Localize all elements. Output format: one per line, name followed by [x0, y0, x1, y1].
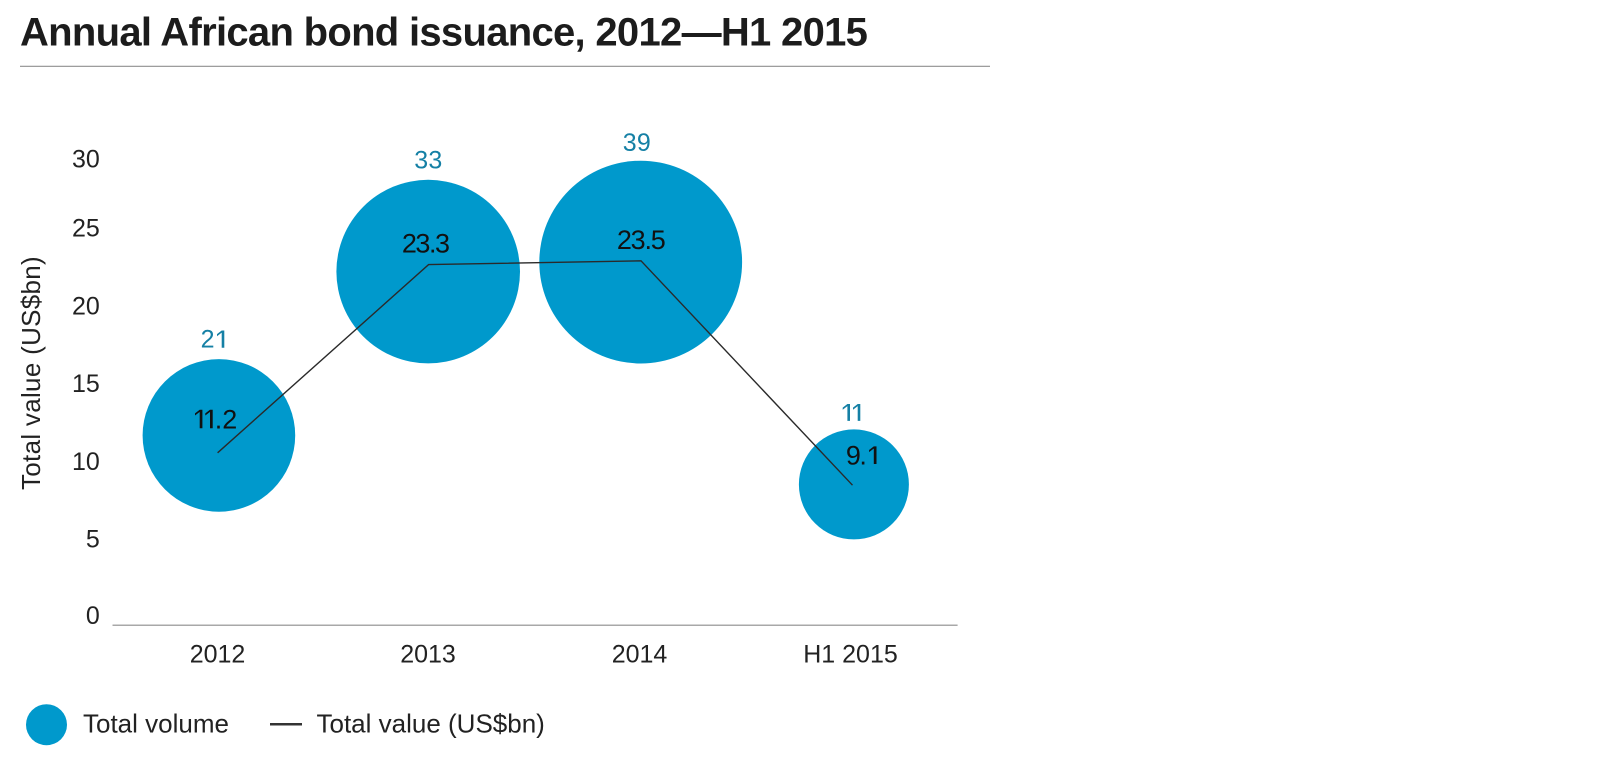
svg-text:25: 25 — [72, 214, 100, 242]
svg-text:.2: .2 — [215, 404, 238, 434]
svg-text:2013: 2013 — [400, 641, 456, 669]
svg-text:Total value (US$bn): Total value (US$bn) — [317, 709, 545, 739]
svg-text:30: 30 — [72, 146, 100, 174]
svg-text:Annual African bond issuance,: Annual African bond issuance, 2012—H1 20… — [20, 11, 868, 55]
svg-text:9.: 9. — [846, 440, 866, 470]
svg-text:2012: 2012 — [190, 641, 246, 669]
svg-text:H1 2015: H1 2015 — [803, 641, 898, 669]
svg-text:23.3: 23.3 — [402, 229, 449, 259]
svg-text:2: 2 — [201, 326, 215, 354]
svg-text:39: 39 — [623, 129, 651, 157]
svg-text:33: 33 — [414, 147, 442, 175]
svg-text:Total value (US$bn): Total value (US$bn) — [16, 256, 46, 490]
svg-text:15: 15 — [72, 370, 100, 398]
svg-text:23.5: 23.5 — [617, 225, 665, 255]
svg-text:0: 0 — [86, 602, 100, 630]
svg-text:10: 10 — [72, 448, 100, 476]
svg-text:20: 20 — [72, 292, 100, 320]
svg-text:5: 5 — [86, 526, 100, 554]
svg-text:Total volume: Total volume — [83, 709, 229, 739]
svg-text:2014: 2014 — [612, 641, 668, 669]
